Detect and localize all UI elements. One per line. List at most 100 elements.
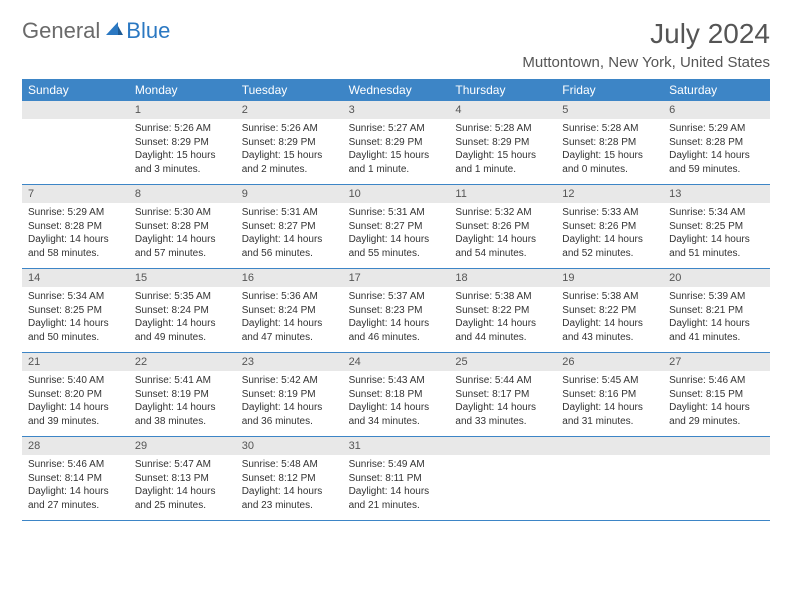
day-number: 22 [129, 353, 236, 371]
week-block: 21222324252627Sunrise: 5:40 AMSunset: 8:… [22, 353, 770, 437]
daylight-text: and 50 minutes. [28, 331, 123, 345]
day-number: 19 [556, 269, 663, 287]
day-body-row: Sunrise: 5:34 AMSunset: 8:25 PMDaylight:… [22, 287, 770, 352]
sunset-text: Sunset: 8:20 PM [28, 388, 123, 402]
sunset-text: Sunset: 8:29 PM [349, 136, 444, 150]
daylight-text: and 38 minutes. [135, 415, 230, 429]
sunrise-text: Sunrise: 5:44 AM [455, 374, 550, 388]
sunset-text: Sunset: 8:15 PM [669, 388, 764, 402]
day-cell: Sunrise: 5:29 AMSunset: 8:28 PMDaylight:… [663, 119, 770, 184]
daylight-text: Daylight: 14 hours [135, 317, 230, 331]
day-number: 20 [663, 269, 770, 287]
day-cell: Sunrise: 5:38 AMSunset: 8:22 PMDaylight:… [556, 287, 663, 352]
daynum-row: 78910111213 [22, 185, 770, 203]
daylight-text: and 29 minutes. [669, 415, 764, 429]
day-number: 28 [22, 437, 129, 455]
day-cell: Sunrise: 5:28 AMSunset: 8:28 PMDaylight:… [556, 119, 663, 184]
day-number: 15 [129, 269, 236, 287]
daylight-text: Daylight: 14 hours [669, 317, 764, 331]
day-number: 3 [343, 101, 450, 119]
day-cell: Sunrise: 5:46 AMSunset: 8:15 PMDaylight:… [663, 371, 770, 436]
day-number: 17 [343, 269, 450, 287]
daynum-row: 14151617181920 [22, 269, 770, 287]
sunset-text: Sunset: 8:29 PM [242, 136, 337, 150]
sunrise-text: Sunrise: 5:28 AM [562, 122, 657, 136]
sunrise-text: Sunrise: 5:46 AM [669, 374, 764, 388]
day-number: 9 [236, 185, 343, 203]
day-cell: Sunrise: 5:38 AMSunset: 8:22 PMDaylight:… [449, 287, 556, 352]
daylight-text: Daylight: 14 hours [242, 401, 337, 415]
day-body-row: Sunrise: 5:26 AMSunset: 8:29 PMDaylight:… [22, 119, 770, 184]
daylight-text: and 59 minutes. [669, 163, 764, 177]
daylight-text: and 0 minutes. [562, 163, 657, 177]
sunrise-text: Sunrise: 5:48 AM [242, 458, 337, 472]
sunrise-text: Sunrise: 5:34 AM [28, 290, 123, 304]
sunset-text: Sunset: 8:16 PM [562, 388, 657, 402]
daylight-text: and 47 minutes. [242, 331, 337, 345]
day-cell: Sunrise: 5:49 AMSunset: 8:11 PMDaylight:… [343, 455, 450, 520]
daylight-text: Daylight: 14 hours [28, 233, 123, 247]
day-number: 25 [449, 353, 556, 371]
daylight-text: and 56 minutes. [242, 247, 337, 261]
daylight-text: Daylight: 14 hours [135, 485, 230, 499]
sunrise-text: Sunrise: 5:27 AM [349, 122, 444, 136]
sunset-text: Sunset: 8:26 PM [562, 220, 657, 234]
day-cell: Sunrise: 5:42 AMSunset: 8:19 PMDaylight:… [236, 371, 343, 436]
day-number: 21 [22, 353, 129, 371]
daylight-text: Daylight: 14 hours [135, 233, 230, 247]
day-cell: Sunrise: 5:31 AMSunset: 8:27 PMDaylight:… [236, 203, 343, 268]
day-number: 12 [556, 185, 663, 203]
sunset-text: Sunset: 8:28 PM [669, 136, 764, 150]
sunrise-text: Sunrise: 5:46 AM [28, 458, 123, 472]
title-block: July 2024 Muttontown, New York, United S… [522, 18, 770, 71]
daylight-text: and 46 minutes. [349, 331, 444, 345]
daylight-text: Daylight: 14 hours [28, 401, 123, 415]
sunrise-text: Sunrise: 5:43 AM [349, 374, 444, 388]
day-cell: Sunrise: 5:29 AMSunset: 8:28 PMDaylight:… [22, 203, 129, 268]
day-cell: Sunrise: 5:28 AMSunset: 8:29 PMDaylight:… [449, 119, 556, 184]
day-body-row: Sunrise: 5:29 AMSunset: 8:28 PMDaylight:… [22, 203, 770, 268]
sunset-text: Sunset: 8:28 PM [562, 136, 657, 150]
daylight-text: and 43 minutes. [562, 331, 657, 345]
sunrise-text: Sunrise: 5:41 AM [135, 374, 230, 388]
sunrise-text: Sunrise: 5:29 AM [669, 122, 764, 136]
day-number: 16 [236, 269, 343, 287]
sunset-text: Sunset: 8:29 PM [455, 136, 550, 150]
daylight-text: and 25 minutes. [135, 499, 230, 513]
sunset-text: Sunset: 8:12 PM [242, 472, 337, 486]
day-number: 26 [556, 353, 663, 371]
day-cell: Sunrise: 5:41 AMSunset: 8:19 PMDaylight:… [129, 371, 236, 436]
logo: General Blue [22, 18, 170, 44]
day-number: 18 [449, 269, 556, 287]
sunrise-text: Sunrise: 5:31 AM [242, 206, 337, 220]
day-number: 5 [556, 101, 663, 119]
daylight-text: and 58 minutes. [28, 247, 123, 261]
month-title: July 2024 [522, 18, 770, 50]
day-number: 6 [663, 101, 770, 119]
daylight-text: Daylight: 14 hours [349, 485, 444, 499]
day-cell [556, 455, 663, 520]
day-cell: Sunrise: 5:46 AMSunset: 8:14 PMDaylight:… [22, 455, 129, 520]
sunset-text: Sunset: 8:28 PM [135, 220, 230, 234]
daylight-text: Daylight: 14 hours [562, 233, 657, 247]
day-header-cell: Friday [556, 79, 663, 101]
daylight-text: Daylight: 14 hours [562, 317, 657, 331]
day-number: 30 [236, 437, 343, 455]
sunrise-text: Sunrise: 5:47 AM [135, 458, 230, 472]
daylight-text: Daylight: 14 hours [455, 233, 550, 247]
day-number: 1 [129, 101, 236, 119]
day-cell: Sunrise: 5:37 AMSunset: 8:23 PMDaylight:… [343, 287, 450, 352]
sunset-text: Sunset: 8:29 PM [135, 136, 230, 150]
daylight-text: and 2 minutes. [242, 163, 337, 177]
sunset-text: Sunset: 8:24 PM [242, 304, 337, 318]
day-cell: Sunrise: 5:44 AMSunset: 8:17 PMDaylight:… [449, 371, 556, 436]
sunset-text: Sunset: 8:26 PM [455, 220, 550, 234]
sunset-text: Sunset: 8:23 PM [349, 304, 444, 318]
day-header-cell: Tuesday [236, 79, 343, 101]
day-number: 14 [22, 269, 129, 287]
logo-text-general: General [22, 18, 100, 44]
daylight-text: and 1 minute. [349, 163, 444, 177]
daylight-text: and 39 minutes. [28, 415, 123, 429]
sunrise-text: Sunrise: 5:49 AM [349, 458, 444, 472]
day-cell: Sunrise: 5:34 AMSunset: 8:25 PMDaylight:… [22, 287, 129, 352]
